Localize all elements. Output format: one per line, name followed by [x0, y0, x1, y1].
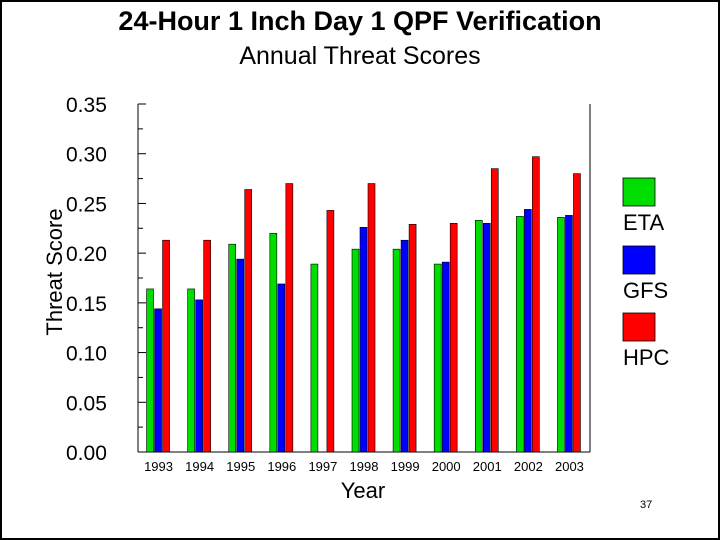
y-tick-label: 0.25 — [66, 193, 107, 216]
bar-gfs-1996 — [277, 283, 286, 453]
plot-area: 0.00 0.05 0.10 0.15 0.20 0.25 0.30 0.35 1993 1994… — [66, 94, 591, 474]
x-tick-label: 1997 — [308, 459, 337, 474]
x-tick-label: 2002 — [514, 459, 543, 474]
bar-eta-1996 — [269, 232, 278, 453]
legend-swatch-eta — [622, 177, 656, 207]
legend-label-hpc: HPC — [623, 345, 670, 370]
y-tick-label: 0.30 — [66, 144, 107, 167]
bar-gfs-2001 — [482, 223, 491, 453]
y-tick-label: 0.15 — [66, 293, 107, 316]
bar-hpc-1999 — [408, 224, 417, 453]
bar-hpc-1994 — [203, 239, 211, 453]
chart-subtitle: Annual Threat Scores — [239, 42, 481, 70]
x-tick-label: 1994 — [185, 459, 214, 474]
bar-eta-1993 — [146, 288, 154, 453]
x-tick-label: 1993 — [144, 459, 173, 474]
page-number: 37 — [640, 499, 653, 511]
bar-hpc-1996 — [285, 183, 294, 453]
bar-eta-2000 — [433, 263, 442, 453]
bar-hpc-1993 — [162, 239, 170, 453]
bar-eta-1999 — [392, 248, 401, 453]
bar-hpc-1995 — [244, 189, 253, 453]
bar-eta-1995 — [228, 243, 237, 453]
bar-gfs-2002 — [524, 209, 532, 453]
bar-eta-2003 — [557, 217, 565, 453]
y-tick-label: 0.10 — [66, 343, 107, 366]
x-tick-label: 1999 — [391, 459, 420, 474]
bar-eta-2002 — [516, 216, 524, 453]
bar-gfs-1995 — [236, 258, 245, 453]
bar-hpc-2001 — [490, 168, 499, 453]
bar-gfs-2003 — [565, 215, 573, 453]
x-tick-label: 2001 — [473, 459, 502, 474]
x-axis-label: Year — [341, 478, 385, 503]
bar-hpc-2002 — [532, 156, 540, 453]
legend: ETA GFS HPC — [622, 177, 670, 370]
bar-eta-1998 — [351, 248, 360, 453]
y-tick-label: 0.05 — [66, 392, 107, 415]
y-tick-label: 0.20 — [66, 243, 107, 266]
x-tick-label: 1996 — [267, 459, 296, 474]
bar-gfs-1993 — [154, 308, 162, 453]
legend-swatch-hpc — [622, 312, 656, 342]
x-tick-label: 1995 — [226, 459, 255, 474]
bar-eta-2001 — [474, 220, 483, 453]
bar-gfs-2000 — [441, 261, 450, 453]
legend-label-eta: ETA — [623, 210, 664, 235]
bar-hpc-2003 — [573, 173, 581, 453]
bar-eta-1997 — [310, 263, 319, 453]
x-tick-label: 1998 — [350, 459, 379, 474]
bar-eta-1994 — [187, 288, 195, 453]
bar-gfs-1999 — [400, 239, 409, 453]
chart-title: 24-Hour 1 Inch Day 1 QPF Verification — [118, 6, 602, 36]
y-tick-label: 0.35 — [66, 94, 107, 117]
y-axis-label: Threat Score — [42, 208, 67, 335]
x-tick-label: 2003 — [555, 459, 584, 474]
bar-gfs-1998 — [359, 226, 368, 453]
y-tick-label: 0.00 — [66, 442, 107, 465]
x-tick-label: 2000 — [432, 459, 461, 474]
bar-hpc-1997 — [326, 210, 335, 453]
bar-hpc-1998 — [367, 183, 376, 453]
bar-hpc-2000 — [449, 223, 458, 453]
bar-gfs-1994 — [195, 299, 203, 453]
legend-swatch-gfs — [622, 245, 656, 275]
legend-label-gfs: GFS — [623, 278, 668, 303]
